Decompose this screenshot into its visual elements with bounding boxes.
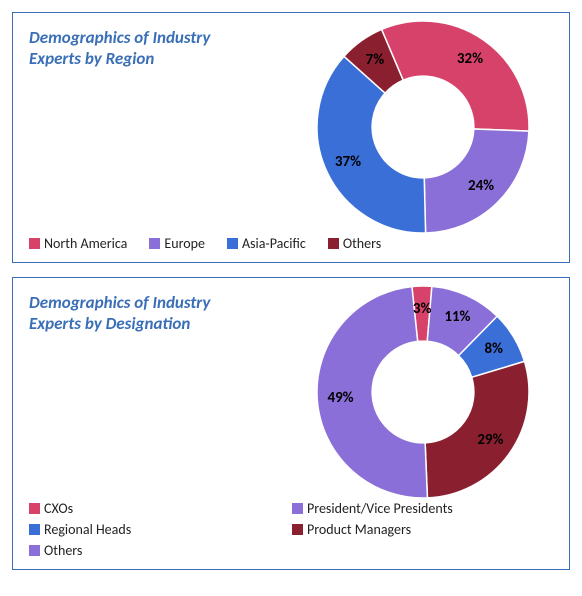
legend-swatch	[149, 238, 160, 249]
slice-label: 24%	[468, 177, 494, 195]
slice-label: 32%	[457, 50, 483, 68]
slice-label: 37%	[335, 153, 361, 171]
legend: North America Europe Asia-Pacific Others	[29, 235, 553, 252]
legend-label: Product Managers	[307, 521, 411, 538]
chart-panel: Demographics of Industry Experts by Regi…	[12, 12, 570, 263]
donut-slice	[425, 361, 529, 498]
slice-label: 29%	[477, 431, 503, 449]
legend-label: Regional Heads	[44, 521, 131, 538]
legend-label: CXOs	[44, 500, 73, 517]
legend-label: Europe	[164, 235, 205, 252]
legend-label: Others	[44, 542, 82, 559]
slice-label: 49%	[327, 389, 353, 407]
donut-chart: 32% 24% 37% 7%	[313, 17, 533, 237]
slice-label: 8%	[484, 340, 503, 358]
legend-item: President/Vice Presidents	[292, 500, 533, 517]
legend-swatch	[292, 524, 303, 535]
legend-swatch	[292, 503, 303, 514]
legend-item: Regional Heads	[29, 521, 270, 538]
legend-swatch	[328, 238, 339, 249]
slice-label: 7%	[366, 51, 385, 69]
donut-slice	[317, 56, 426, 233]
legend-item: Others	[328, 235, 381, 252]
legend-swatch	[227, 238, 238, 249]
chart-panel: Demographics of Industry Experts by Desi…	[12, 277, 570, 570]
legend-item: CXOs	[29, 500, 270, 517]
legend-label: President/Vice Presidents	[307, 500, 453, 517]
slice-label: 11%	[444, 308, 470, 326]
legend: CXOs President/Vice Presidents Regional He…	[29, 500, 553, 559]
legend-item: Product Managers	[292, 521, 533, 538]
donut-chart: 3% 11% 8% 29% 49%	[313, 282, 533, 502]
legend-swatch	[29, 545, 40, 556]
legend-swatch	[29, 524, 40, 535]
slice-label: 3%	[413, 300, 432, 318]
legend-item: Others	[29, 542, 270, 559]
legend-label: North America	[44, 235, 127, 252]
legend-item: Asia-Pacific	[227, 235, 306, 252]
legend-label: Others	[343, 235, 381, 252]
legend-swatch	[29, 238, 40, 249]
legend-item: Europe	[149, 235, 205, 252]
legend-swatch	[29, 503, 40, 514]
panel-title: Demographics of Industry Experts by Desi…	[29, 292, 249, 335]
legend-label: Asia-Pacific	[242, 235, 306, 252]
legend-item: North America	[29, 235, 127, 252]
panel-title: Demographics of Industry Experts by Regi…	[29, 27, 249, 70]
donut-slice	[382, 21, 529, 131]
